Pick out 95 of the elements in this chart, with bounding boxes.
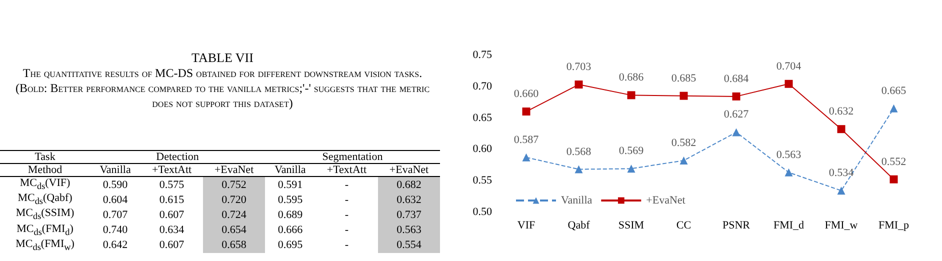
text: 0.575 bbox=[158, 178, 186, 192]
text: MC$_{ds}$(FMI$_{d}$) bbox=[16, 222, 74, 238]
x-tick-label: FMI_d bbox=[773, 220, 805, 232]
text: MC$_{ds}$(SSIM) bbox=[14, 207, 76, 223]
x-tick-label: VIF bbox=[517, 220, 536, 232]
text: TABLE VII bbox=[190, 50, 254, 66]
text: 0.595 bbox=[276, 192, 304, 208]
text: MC$_{ds}$(Qabf) bbox=[16, 192, 74, 208]
text: +EvaNet bbox=[203, 164, 265, 176]
y-tick-label: 0.70 bbox=[472, 80, 492, 92]
text: Method bbox=[0, 164, 90, 176]
data-label: 0.568 bbox=[566, 146, 592, 158]
point bbox=[680, 156, 688, 165]
text: 0.563 bbox=[378, 222, 440, 238]
text: Vanilla bbox=[90, 164, 140, 176]
y-tick-label: 0.60 bbox=[472, 143, 492, 156]
y-tick-label: 0.65 bbox=[472, 112, 492, 124]
data-label: 0.627 bbox=[724, 108, 750, 121]
text: 0.632 bbox=[378, 192, 440, 208]
text: - bbox=[344, 192, 350, 208]
text: - bbox=[344, 223, 350, 238]
text: - bbox=[344, 178, 350, 192]
point bbox=[890, 104, 898, 112]
data-label: 0.660 bbox=[514, 88, 540, 100]
point bbox=[732, 92, 740, 100]
data-label: 0.563 bbox=[776, 148, 802, 161]
point bbox=[837, 125, 846, 134]
data-label: 0.703 bbox=[566, 61, 592, 74]
point bbox=[784, 168, 793, 176]
data-label: 0.686 bbox=[618, 72, 644, 84]
text: 0.642 bbox=[102, 238, 129, 253]
y-tick-label: 0.50 bbox=[472, 206, 492, 218]
data-label: 0.665 bbox=[881, 84, 907, 97]
data-label: 0.534 bbox=[828, 167, 854, 180]
text: 0.740 bbox=[102, 223, 129, 238]
x-tick-label: CC bbox=[676, 220, 692, 232]
text: Segmentation bbox=[265, 150, 440, 164]
point bbox=[574, 165, 583, 174]
legend-label: +EvaNet bbox=[646, 194, 686, 206]
text: 0.720 bbox=[203, 192, 265, 208]
text: +TextAtt bbox=[140, 164, 204, 176]
text: 0.607 bbox=[158, 238, 186, 253]
point bbox=[522, 108, 530, 116]
point bbox=[732, 128, 740, 136]
y-tick-label: 0.75 bbox=[472, 49, 492, 61]
data-label: 0.552 bbox=[881, 156, 906, 168]
point bbox=[574, 80, 583, 89]
text: 0.707 bbox=[102, 208, 129, 223]
text: 0.689 bbox=[276, 208, 304, 223]
data-label: 0.569 bbox=[618, 145, 644, 158]
point bbox=[627, 91, 636, 100]
point bbox=[680, 92, 688, 100]
text: 0.607 bbox=[158, 208, 186, 223]
text: 0.737 bbox=[378, 207, 440, 223]
text: 0.554 bbox=[378, 238, 440, 253]
text: - bbox=[344, 238, 350, 253]
x-tick-label: FMI_w bbox=[824, 220, 858, 232]
text: +TextAtt bbox=[315, 164, 378, 176]
data-label: 0.632 bbox=[828, 106, 854, 118]
data-label: 0.582 bbox=[671, 137, 696, 150]
point bbox=[522, 153, 530, 162]
text: MC$_{ds}$(FMI$_{w}$) bbox=[14, 238, 76, 253]
text: 0.724 bbox=[203, 207, 265, 223]
text: MC$_{ds}$(VIF) bbox=[18, 176, 72, 192]
x-tick-label: PSNR bbox=[722, 220, 751, 232]
text: 0.695 bbox=[276, 238, 304, 253]
text: Vanilla bbox=[265, 164, 316, 176]
x-tick-label: Qabf bbox=[568, 220, 590, 232]
data-label: 0.684 bbox=[724, 72, 750, 85]
text: 0.591 bbox=[276, 178, 304, 192]
point bbox=[890, 175, 898, 184]
x-tick-label: SSIM bbox=[618, 220, 644, 232]
text: - bbox=[344, 208, 350, 223]
point bbox=[784, 80, 793, 88]
text: Task bbox=[0, 150, 90, 164]
data-label: 0.587 bbox=[514, 134, 540, 146]
text: 0.658 bbox=[203, 238, 265, 253]
data-label: 0.685 bbox=[671, 72, 697, 84]
point bbox=[837, 186, 846, 195]
text: 0.604 bbox=[102, 192, 129, 208]
text: 0.654 bbox=[203, 222, 265, 238]
data-label: 0.704 bbox=[776, 60, 802, 72]
text: +EvaNet bbox=[378, 164, 440, 176]
text: Detection bbox=[90, 150, 265, 164]
x-tick-label: FMI_p bbox=[878, 220, 910, 232]
y-tick-label: 0.55 bbox=[472, 174, 492, 187]
text: 0.615 bbox=[158, 192, 186, 208]
text: 0.666 bbox=[276, 223, 304, 238]
legend-label: Vanilla bbox=[561, 194, 592, 206]
text: 0.590 bbox=[102, 178, 129, 192]
text: The quantitative results of MC-DS obtained for different downstream vision tasks. (Bold: Better performance compared to the vanilla metrics;'-' suggests that the metric does not support this dataset) bbox=[14, 66, 431, 111]
text: 0.682 bbox=[378, 176, 440, 192]
text: 0.634 bbox=[158, 223, 186, 238]
text: 0.752 bbox=[203, 176, 265, 192]
point bbox=[627, 164, 636, 173]
